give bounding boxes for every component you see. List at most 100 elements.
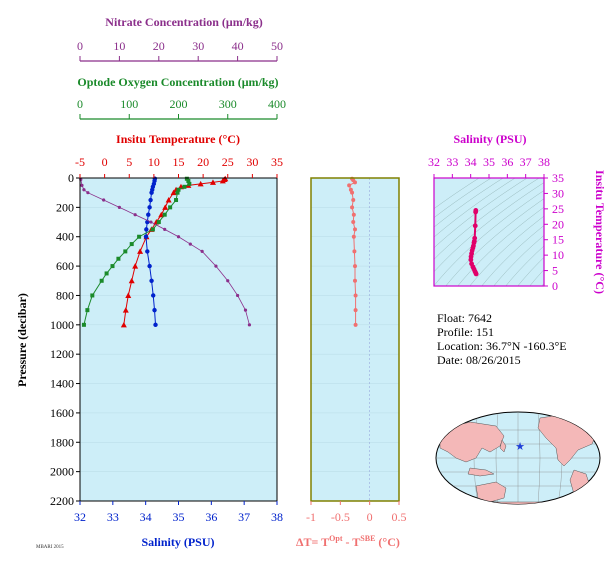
pressure-axis-title: Pressure (decibar) — [15, 293, 29, 387]
ts-density-contour — [505, 245, 544, 286]
dt-point — [351, 234, 356, 239]
ts-salinity-tick-label: 34 — [465, 155, 477, 169]
pressure-tick-label: 0 — [68, 171, 74, 185]
oxygen-point — [150, 227, 155, 232]
temperature-point — [209, 179, 216, 185]
pressure-tick-label: 400 — [56, 230, 74, 244]
salinity-point — [145, 249, 150, 254]
profile-date: Date: 08/26/2015 — [437, 353, 521, 367]
ts-salinity-tick-label: 37 — [520, 155, 532, 169]
ts-density-contour — [457, 206, 544, 286]
salinity-tick-label: 36 — [205, 510, 217, 524]
delta-t-axis-title: ΔT= TOpt - TSBE (°C) — [296, 534, 400, 549]
ts-point — [473, 209, 479, 215]
oxygen-point — [168, 205, 173, 210]
footer-stamp: MBARI 2015 — [36, 545, 64, 550]
oxygen-point — [85, 308, 90, 313]
top-axes: 0 10 20 30 40 50 0 100 200 300 400 -5 0 5 10 15 20 25 30 35 — [75, 39, 286, 178]
temperature-tick-label: 20 — [197, 155, 209, 169]
dt-point — [353, 180, 357, 185]
dt-tick-label: -1 — [306, 510, 316, 524]
nitrate-point — [214, 264, 218, 268]
oxygen-point — [182, 184, 187, 189]
main-panel-background — [80, 178, 277, 501]
dt-point — [353, 227, 357, 232]
oxygen-tick-label: 400 — [268, 97, 286, 111]
oxygen-point — [123, 249, 128, 254]
pressure-tick-label: 2200 — [50, 494, 74, 508]
pressure-tick-label: 2000 — [50, 465, 74, 479]
profile-number: Profile: 151 — [437, 325, 494, 339]
ts-temperature-tick-label: 30 — [552, 186, 564, 200]
salinity-axis-title: Salinity (PSU) — [141, 535, 214, 549]
nitrate-point — [243, 308, 248, 312]
dt-point — [351, 220, 356, 225]
dt-tick-label: 0.5 — [392, 510, 407, 524]
ts-density-contour — [517, 257, 544, 286]
nitrate-point — [133, 213, 137, 217]
temperature-point — [219, 177, 226, 184]
ts-point — [472, 223, 478, 229]
salinity-tick-label: 37 — [238, 510, 250, 524]
salinity-point — [151, 293, 156, 298]
oxygen-point — [110, 264, 115, 269]
nitrate-point — [200, 249, 204, 254]
nitrate-tick-label: 30 — [192, 39, 204, 53]
ts-temperature-tick-label: 5 — [552, 264, 558, 278]
delta-t-panel-frame — [310, 177, 400, 502]
temperature-point — [125, 292, 132, 298]
ts-density-contour — [434, 178, 540, 260]
ts-temperature-tick-label: 35 — [552, 171, 564, 185]
float-id: Float: 7642 — [437, 311, 492, 325]
oxygen-point — [116, 256, 121, 261]
salinity-point — [148, 197, 153, 203]
temperature-tick-label: 10 — [148, 155, 160, 169]
dt-point — [353, 264, 357, 269]
pressure-tick-label: 200 — [56, 200, 74, 214]
oxygen-point — [104, 271, 109, 276]
salinity-point — [152, 307, 157, 313]
salinity-tick-label: 33 — [107, 510, 119, 524]
ts-points-layer — [468, 208, 479, 277]
salinity-tick-label: 32 — [74, 510, 86, 524]
oxygen-point — [187, 181, 192, 186]
pressure-tick-label: 1000 — [50, 318, 74, 332]
dt-point — [353, 278, 357, 283]
dt-tick-label: 0 — [367, 510, 373, 524]
salinity-point — [147, 205, 152, 210]
salinity-point — [149, 278, 154, 283]
dt-point — [352, 249, 357, 254]
pressure-tick-label: 800 — [56, 288, 74, 302]
temperature-point — [132, 263, 139, 269]
temperature-point — [197, 180, 204, 187]
temperature-tick-label: -5 — [75, 155, 85, 169]
ts-point — [468, 257, 474, 263]
land-australia — [475, 481, 507, 503]
ts-density-contour — [481, 225, 544, 286]
temperature-point — [128, 277, 135, 284]
salinity-point — [146, 212, 151, 217]
salinity-point — [149, 190, 154, 195]
pressure-tick-label: 1200 — [50, 347, 74, 361]
pressure-tick-label: 1600 — [50, 406, 74, 420]
oxygen-point — [162, 212, 167, 217]
nitrate-point — [117, 205, 121, 209]
salinity-point — [153, 322, 158, 328]
oxygen-point — [156, 220, 161, 225]
dt-point — [351, 198, 356, 203]
nitrate-tick-label: 20 — [153, 39, 165, 53]
delta-t-panel: -1 -0.5 0 0.5 — [306, 176, 407, 524]
nitrate-point — [102, 198, 106, 202]
temperature-tick-label: 30 — [246, 155, 258, 169]
oxygen-point — [99, 278, 104, 283]
nitrate-tick-label: 40 — [232, 39, 244, 53]
oxygen-point — [129, 242, 134, 247]
temperature-tick-label: 25 — [222, 155, 234, 169]
nitrate-tick-label: 10 — [113, 39, 125, 53]
oxygen-point — [175, 190, 180, 195]
nitrate-point — [82, 188, 86, 192]
nitrate-tick-label: 0 — [77, 39, 83, 53]
